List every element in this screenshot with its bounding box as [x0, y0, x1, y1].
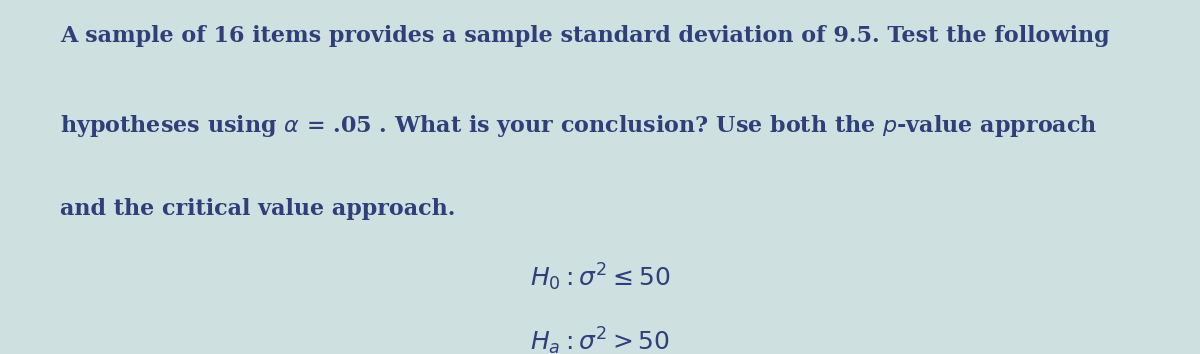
Text: and the critical value approach.: and the critical value approach.	[60, 198, 455, 220]
Text: $H_a: \sigma^2 > 50$: $H_a: \sigma^2 > 50$	[530, 326, 670, 354]
Text: A sample of 16 items provides a sample standard deviation of 9.5. Test the follo: A sample of 16 items provides a sample s…	[60, 25, 1110, 47]
Text: hypotheses using $\alpha$ = .05 . What is your conclusion? Use both the $p$-valu: hypotheses using $\alpha$ = .05 . What i…	[60, 113, 1098, 139]
Text: $H_0: \sigma^2 \leq 50$: $H_0: \sigma^2 \leq 50$	[529, 262, 671, 293]
